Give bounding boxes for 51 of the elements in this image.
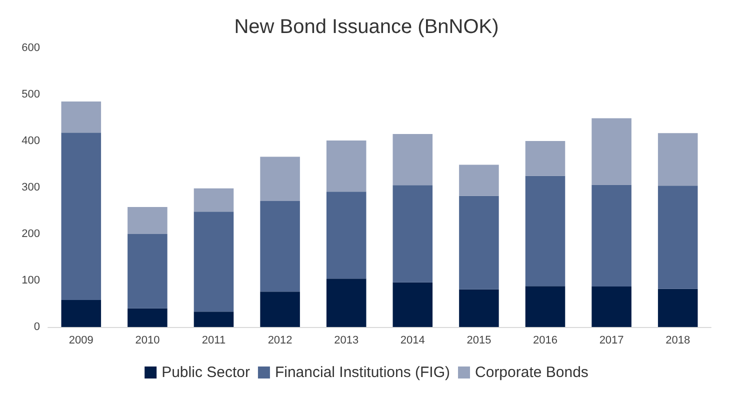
- x-tick-label: 2014: [400, 334, 425, 346]
- bar: [326, 278, 366, 327]
- y-tick-label: 600: [22, 42, 40, 54]
- bar: [128, 207, 168, 234]
- legend-label: Financial Institutions (FIG): [274, 364, 450, 381]
- bar: [592, 184, 632, 287]
- bar: [525, 286, 566, 327]
- x-tick-label: 2016: [533, 334, 558, 346]
- legend-label: Public Sector: [162, 364, 250, 381]
- bar: [592, 286, 632, 327]
- bar: [525, 176, 566, 286]
- bar: [194, 212, 234, 312]
- bar: [658, 133, 698, 186]
- bar: [61, 132, 102, 300]
- x-tick-label: 2018: [666, 334, 690, 346]
- bar: [392, 282, 433, 327]
- x-tick-label: 2013: [334, 334, 359, 346]
- y-tick-label: 300: [22, 182, 40, 194]
- bar: [459, 196, 499, 290]
- y-tick-label: 400: [22, 135, 40, 147]
- x-tick-label: 2010: [135, 334, 160, 346]
- bar: [61, 300, 102, 327]
- bar: [128, 234, 168, 308]
- bar: [658, 186, 698, 289]
- x-tick-label: 2015: [466, 334, 492, 346]
- bar: [326, 140, 366, 192]
- bar: [525, 141, 566, 176]
- y-tick-label: 0: [34, 321, 40, 333]
- x-tick-label: 2017: [599, 334, 624, 346]
- bar: [392, 185, 433, 282]
- legend-label: Corporate Bonds: [475, 364, 588, 381]
- y-tick-label: 200: [22, 228, 40, 240]
- bar: [459, 289, 499, 327]
- bar: [658, 288, 698, 327]
- bar: [194, 312, 234, 327]
- bar: [392, 134, 433, 186]
- bar: [326, 192, 366, 279]
- bar: [194, 188, 234, 212]
- bar: [260, 200, 300, 292]
- chart-title: New Bond Issuance (BnNOK): [234, 16, 499, 38]
- bar: [260, 292, 300, 327]
- y-tick-label: 100: [22, 274, 40, 286]
- bar: [260, 156, 300, 201]
- bar: [592, 118, 632, 185]
- bar: [459, 164, 499, 196]
- bar: [128, 308, 168, 327]
- x-tick-label: 2009: [68, 334, 94, 346]
- x-tick-label: 2011: [202, 334, 226, 346]
- x-tick-label: 2012: [268, 334, 292, 346]
- bar: [61, 101, 102, 133]
- y-tick-label: 500: [22, 88, 40, 100]
